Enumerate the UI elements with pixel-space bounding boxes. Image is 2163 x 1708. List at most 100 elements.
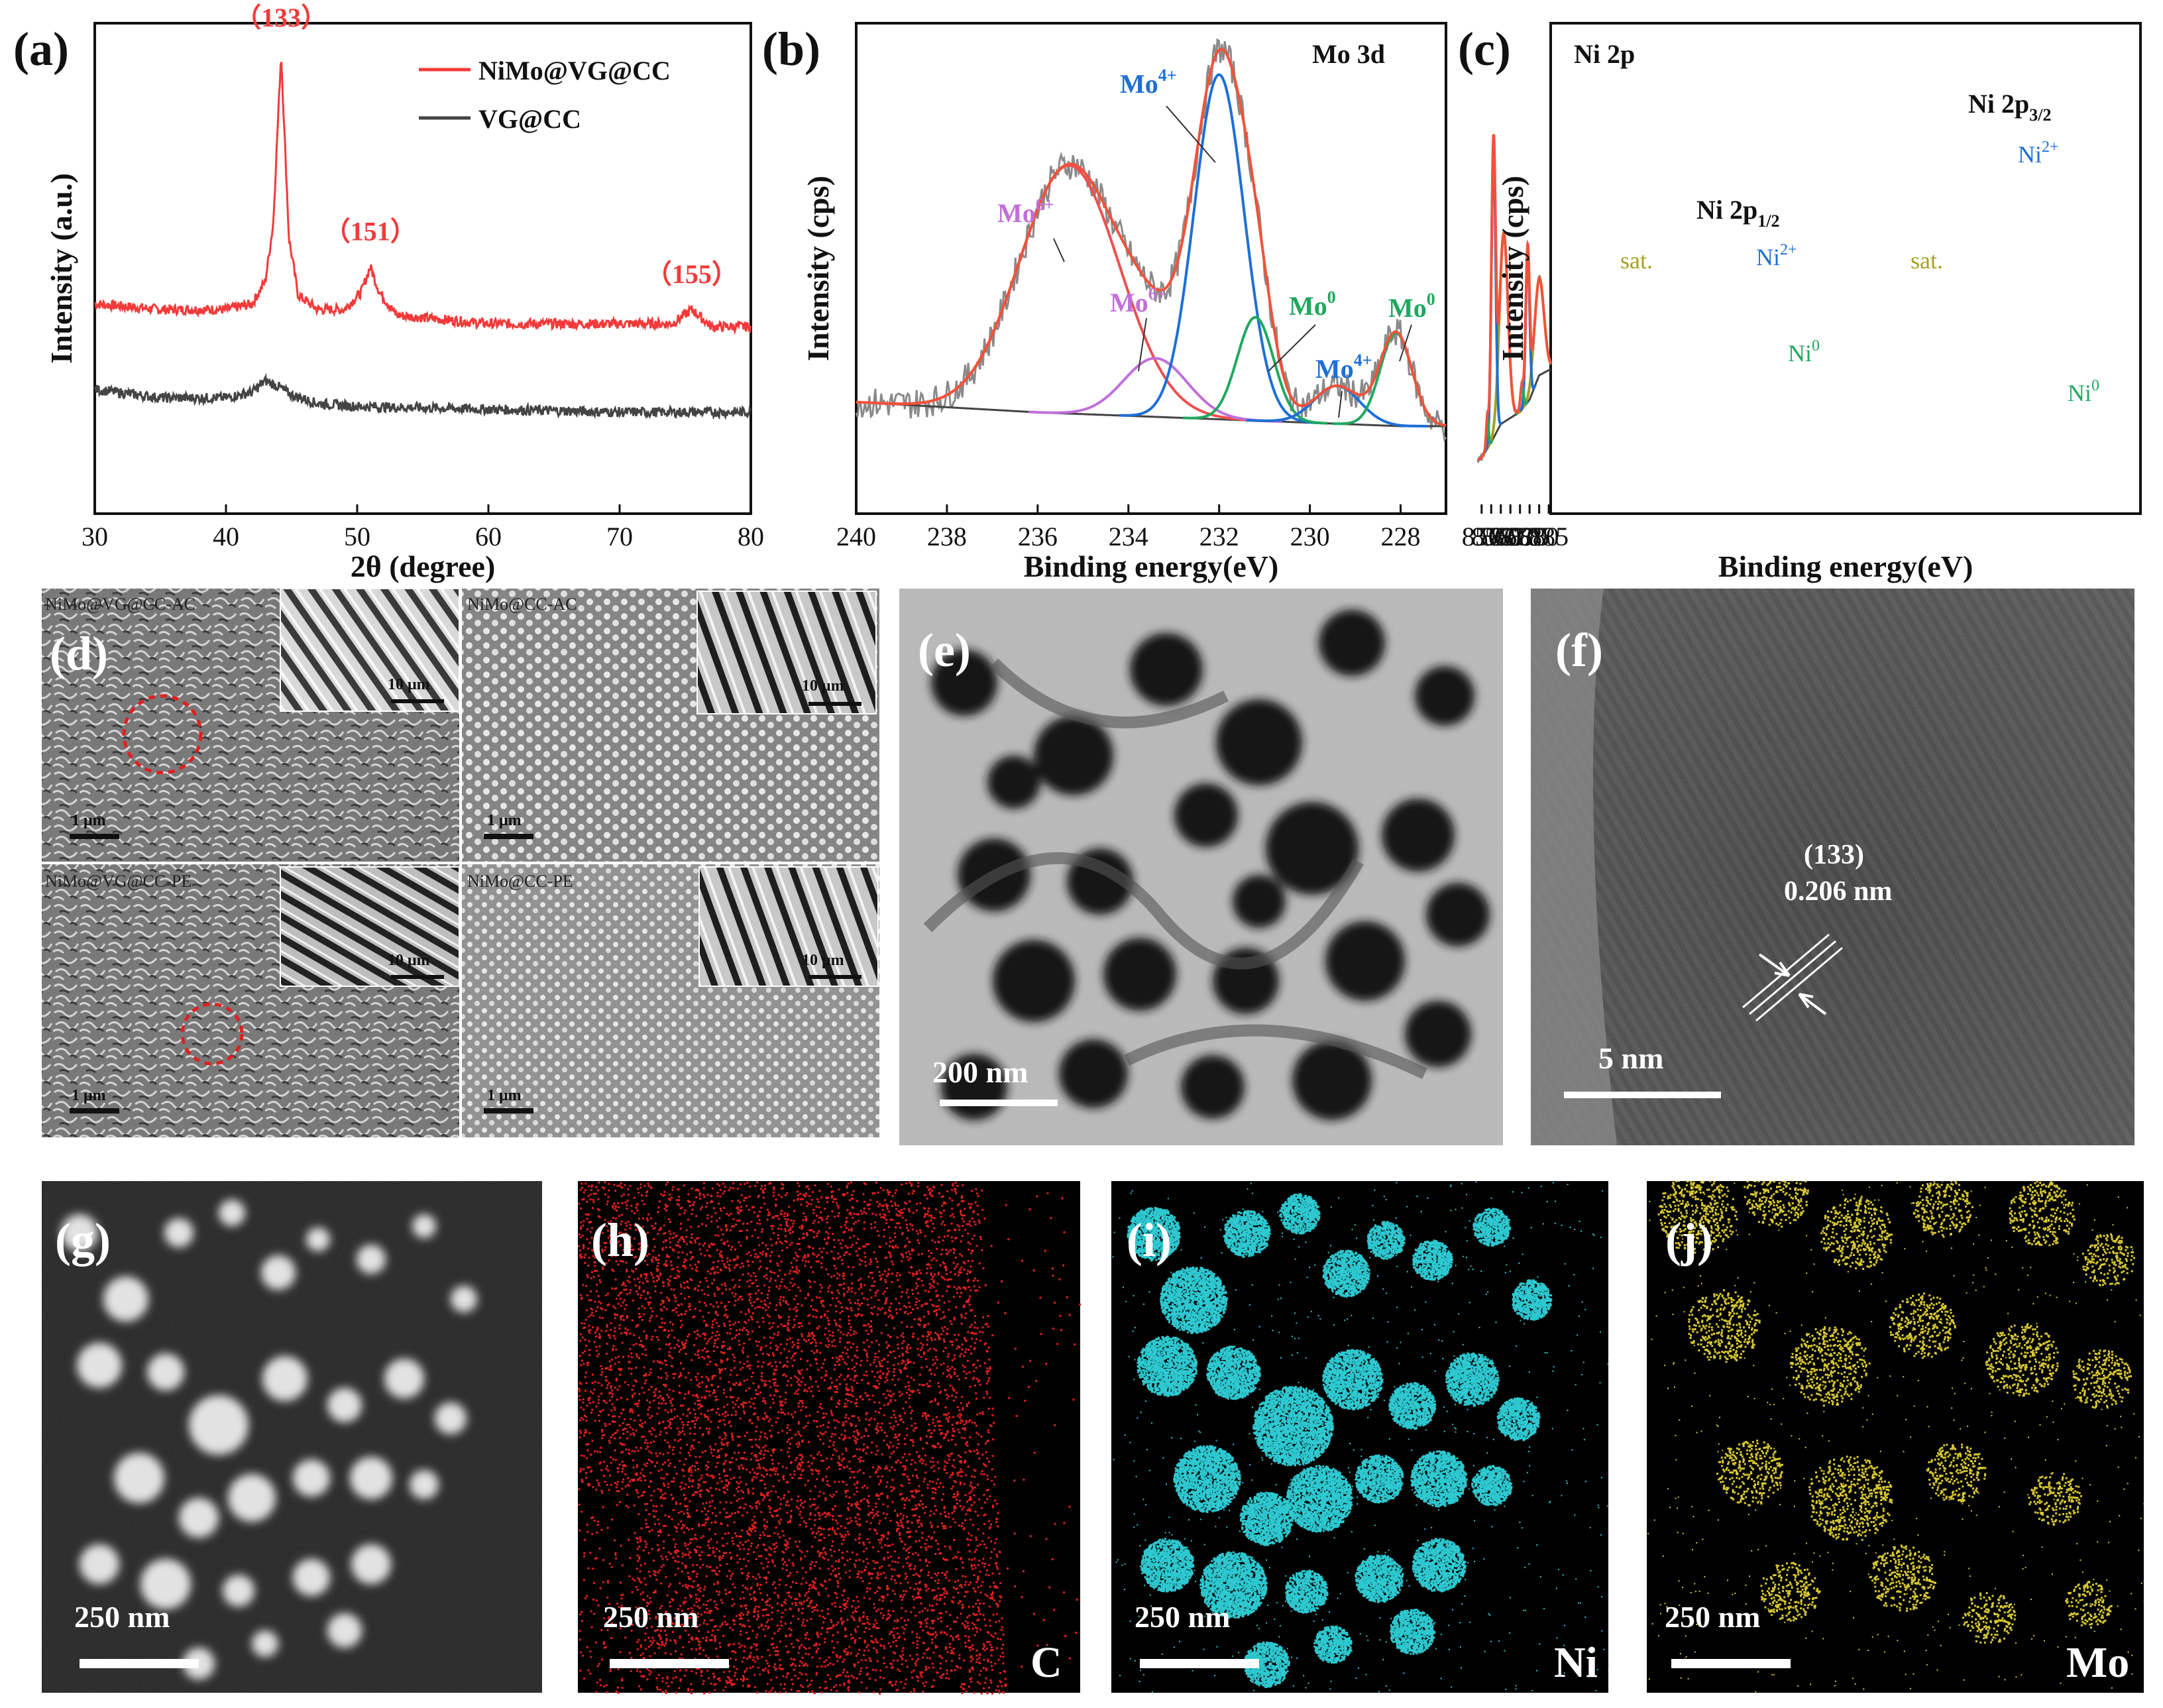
haadf-particle xyxy=(451,1286,477,1312)
h-element-label: C xyxy=(1030,1638,1062,1687)
sem-image-nimo-cc-pe: 10 μm NiMo@CC-PE 1 μm xyxy=(462,864,879,1137)
haadf-particle xyxy=(114,1453,164,1503)
label-ni2-b: Ni2+ xyxy=(2018,139,2059,168)
a-x-tick-label: 30 xyxy=(82,522,108,551)
lattice-marker xyxy=(1742,933,1843,1022)
haadf-particle xyxy=(219,1200,245,1226)
j-element-label: Mo xyxy=(2066,1638,2129,1687)
haadf-particle xyxy=(147,1353,184,1391)
legend-label-nimo-vg-cc: NiMo@VG@CC xyxy=(478,56,671,85)
panel-d-sem-grid: 10 μm NiMo@VG@CC-AC 1 μm 10 μm NiMo@CC-A… xyxy=(42,588,879,1137)
b-x-tick-label: 238 xyxy=(927,522,967,551)
sem-inset-tl xyxy=(280,589,459,711)
a-peak-annotation: （151） xyxy=(324,217,417,247)
haadf-particle xyxy=(350,1457,392,1499)
label-ni0-b: Ni0 xyxy=(2068,377,2099,406)
tem-particle xyxy=(1292,1041,1372,1120)
haadf-particle xyxy=(164,1218,194,1247)
panel-a-peak-annotations: （133） （151） （155） xyxy=(235,3,738,289)
a-x-tick-label: 40 xyxy=(213,522,239,551)
sem-tag-tl: NiMo@VG@CC-AC xyxy=(45,595,195,614)
panel-b-mo3d-xps-chart: (b) Mo 3d 240 238 236 234 232 230 228 Mo4+ Mo6… xyxy=(762,22,1447,583)
b-component-peak xyxy=(1028,357,1283,424)
hrtem-spacing-label: 0.206 nm xyxy=(1784,876,1892,907)
label-mo4-main: Mo4+ xyxy=(1120,66,1177,99)
panel-a-label: (a) xyxy=(13,23,69,76)
haadf-particle xyxy=(412,1214,436,1238)
series-line-nimo-vg-cc xyxy=(94,62,752,335)
label-mo4-minor: Mo4+ xyxy=(1315,351,1372,384)
c-x-tick-label: 875 xyxy=(1510,522,1549,551)
tem-scale-label: 200 nm xyxy=(932,1055,1028,1089)
haadf-particle xyxy=(189,1395,249,1455)
haadf-particle xyxy=(228,1474,276,1522)
a-x-tick-label: 60 xyxy=(475,522,502,551)
haadf-particle xyxy=(179,1498,219,1538)
label-mo0-b: Mo0 xyxy=(1388,290,1435,323)
c-x-tick-label: 880 xyxy=(1520,522,1559,551)
tem-particle xyxy=(993,940,1075,1022)
sem-image-nimo-vg-cc-ac: 10 μm NiMo@VG@CC-AC 1 μm xyxy=(42,588,460,862)
panel-j-label: (j) xyxy=(1665,1214,1713,1267)
panel-c-peak-labels: Ni 2p1/2 Ni 2p3/2 sat. sat. Ni2+ Ni2+ Ni… xyxy=(1620,89,2099,406)
tem-particle xyxy=(1415,666,1474,726)
haadf-particle xyxy=(223,1575,254,1607)
panel-c-x-axis-label: Binding energy(eV) xyxy=(1718,549,1973,583)
panel-g-label: (g) xyxy=(55,1214,111,1267)
label-ni2-a: Ni2+ xyxy=(1756,241,1797,270)
g-scale-label: 250 nm xyxy=(74,1600,170,1634)
label-mo6-main: Mo6+ xyxy=(997,195,1054,228)
haadf-particle xyxy=(77,1343,122,1388)
haadf-particle xyxy=(261,1255,296,1290)
tem-particle xyxy=(1130,633,1203,706)
b-component-peak xyxy=(1182,315,1327,425)
panel-j-eds-molybdenum-map: 250 nm Mo (j) xyxy=(1647,1181,2144,1693)
panel-b-peak-labels: Mo4+ Mo6+ Mo6+ Mo0 Mo4+ Mo0 xyxy=(997,66,1435,418)
panel-b-title: Mo 3d xyxy=(1312,39,1385,69)
a-x-tick-label: 70 xyxy=(606,522,633,551)
tem-particle xyxy=(1233,875,1286,928)
c-x-tick-label: 850 xyxy=(1462,522,1502,551)
b-component-peak xyxy=(1119,73,1319,425)
tem-particle xyxy=(1174,783,1238,847)
panel-e-tem-image: 200 nm (e) xyxy=(899,589,1503,1145)
panel-a-series xyxy=(93,62,752,421)
c-fit-envelope xyxy=(1476,134,1552,462)
tem-nanosheets xyxy=(923,658,1427,1080)
panel-f-hrtem-image: (133) 0.206 nm 5 nm (f) xyxy=(1531,589,2135,1145)
tem-particle xyxy=(1319,610,1385,676)
b-fit-envelope xyxy=(856,48,1447,427)
panel-a-x-ticks: 30 40 50 60 70 80 xyxy=(82,504,764,551)
legend-label-vg-cc: VG@CC xyxy=(478,104,581,134)
i-element-label: Ni xyxy=(1554,1638,1598,1687)
c-x-tick-label: 865 xyxy=(1490,522,1530,551)
haadf-particle xyxy=(140,1559,191,1609)
nickel-dot-field xyxy=(1112,1181,1608,1693)
b-x-tick-label: 234 xyxy=(1109,522,1148,551)
panel-c-label: (c) xyxy=(1458,23,1511,76)
sem-image-nimo-vg-cc-pe: 10 μm NiMo@VG@CC-PE 1 μm xyxy=(42,864,460,1137)
haadf-particle xyxy=(327,1388,362,1422)
main-scale-bl: 1 μm xyxy=(72,1087,106,1104)
c-x-tick-label: 860 xyxy=(1481,522,1521,551)
panel-i-label: (i) xyxy=(1127,1214,1172,1267)
label-sat-1: sat. xyxy=(1620,247,1653,274)
haadf-particle xyxy=(357,1245,386,1274)
series-line-vg-cc xyxy=(93,372,751,421)
label-sat-2: sat. xyxy=(1911,247,1943,274)
b-raw-spectrum xyxy=(855,38,1447,442)
panel-b-leader-lines xyxy=(1053,105,1412,418)
h-scale-label: 250 nm xyxy=(603,1600,698,1634)
panel-a-y-axis-label: Intensity (a.u.) xyxy=(44,173,78,364)
hrtem-plane-label: (133) xyxy=(1804,840,1864,870)
b-component-peak xyxy=(869,164,1269,423)
haadf-particle xyxy=(293,1559,330,1596)
b-x-tick-label: 240 xyxy=(836,522,876,551)
inset-scale-bl: 10 μm xyxy=(388,952,430,969)
a-peak-annotation: （133） xyxy=(235,3,327,32)
tem-particle xyxy=(987,756,1040,809)
panel-h-eds-carbon-map: 250 nm C (h) xyxy=(578,1181,1082,1695)
haadf-particle xyxy=(351,1544,391,1584)
